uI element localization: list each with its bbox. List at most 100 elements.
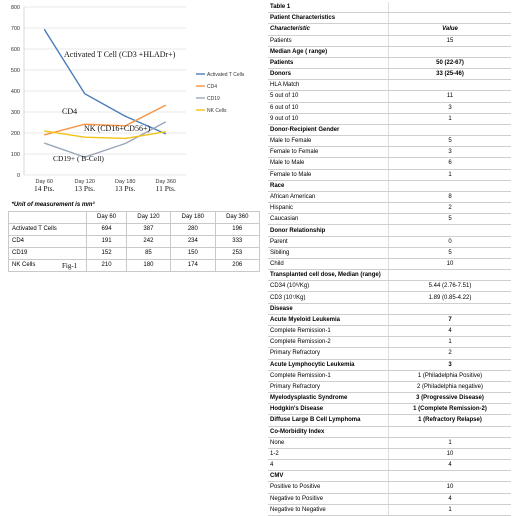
- row-label: Patients: [268, 57, 389, 70]
- table-row: CMV: [268, 470, 511, 483]
- table-row: Sibiling 5: [268, 247, 511, 259]
- row-value: 10: [388, 448, 511, 461]
- row-label: CD3 (10⁷/Kg): [268, 291, 389, 304]
- table-cell: CD4: [7, 234, 88, 248]
- row-value: 1 (Refractory Relapse): [388, 414, 511, 427]
- table-row: Myelodysplastic Syndrome 3 (Progressive D…: [268, 392, 511, 405]
- table-cell: 150: [170, 246, 216, 260]
- table-row: Patient Characteristics: [268, 12, 511, 25]
- row-label: Donors: [268, 68, 389, 81]
- table-row: Hodgkin's Disease 1 (Complete Remission-2…: [268, 403, 511, 416]
- column-header: Day 360: [214, 210, 261, 224]
- table-row: Diffuse Large B Cell Lymphoma 1 (Refracto…: [268, 414, 511, 427]
- row-label: Acute Myeloid Leukemia: [268, 314, 389, 326]
- table-row: Negative to Negative 1: [268, 504, 511, 516]
- y-tick-label: 0: [17, 173, 20, 179]
- x-tick-label: Day 180: [115, 179, 136, 185]
- table-cell: 210: [86, 258, 127, 272]
- chart-legend: Activated T Cells CD4 CD19 NK Cells: [196, 72, 245, 114]
- table-row: Hispanic 2: [268, 202, 511, 215]
- row-label: Sibiling: [268, 247, 389, 259]
- data-point: [165, 133, 167, 135]
- table-row: Male to Male 6: [268, 157, 511, 170]
- row-label: Donor-Recipient Gender: [268, 124, 389, 137]
- patient-count: 13 Pts.: [75, 184, 96, 193]
- row-label: Complete Remission-2: [268, 336, 389, 349]
- table-row: African American 8: [268, 191, 511, 204]
- row-label: Negative to Negative: [268, 504, 389, 516]
- table-row: 6 out of 10 3: [268, 102, 511, 114]
- data-point: [165, 131, 167, 133]
- table-row: Male to Female 5: [268, 135, 511, 148]
- table-row: Characteristic Value: [268, 23, 511, 36]
- legend-label: CD4: [207, 84, 217, 90]
- data-point: [43, 28, 45, 30]
- data-point: [43, 130, 45, 132]
- row-value: 15: [388, 35, 511, 47]
- row-label: Diffuse Large B Cell Lymphoma: [268, 414, 389, 427]
- table-row: Acute Myeloid Leukemia 7: [268, 314, 511, 326]
- table-row: None 1: [268, 437, 511, 449]
- row-label: Positive to Positive: [268, 481, 389, 494]
- row-label: Female to Female: [268, 146, 389, 159]
- annotation-ann-cd19: CD19+ ( B-Cell): [53, 154, 104, 163]
- row-value: 1: [388, 113, 511, 125]
- row-label: Parent: [268, 236, 389, 248]
- table-row: Child 10: [268, 258, 511, 271]
- row-label: Caucasian: [268, 213, 389, 226]
- table-cell: 191: [86, 234, 127, 248]
- table-row: Female to Female 3: [268, 146, 511, 159]
- row-value: 1: [388, 504, 511, 516]
- y-tick-label: 800: [11, 5, 20, 11]
- table-cell: 253: [214, 246, 261, 260]
- row-label: Female to Male: [268, 169, 389, 181]
- table-row: Activated T Cells 694 387 280 196: [7, 222, 261, 236]
- patient-count: 11 Pts.: [156, 184, 176, 193]
- table-cell: 180: [125, 258, 172, 272]
- table-cell: 694: [86, 222, 127, 236]
- data-point: [124, 125, 126, 127]
- table-row: Caucasian 5: [268, 213, 511, 226]
- row-label: 9 out of 10: [268, 113, 389, 125]
- chart-annotations: Activated T Cell (CD3 +HLADr+) CD4 NK (CD1…: [53, 50, 176, 163]
- column-header: Day 60: [86, 210, 127, 224]
- row-value: 6: [388, 157, 511, 170]
- row-value: 0: [388, 236, 511, 248]
- row-value: 4: [388, 459, 511, 472]
- row-label: Primary Refractory: [268, 347, 389, 360]
- patient-count: 14 Pts.: [34, 184, 55, 193]
- row-label: Hispanic: [268, 202, 389, 215]
- data-point: [165, 104, 167, 106]
- row-value: 5: [388, 135, 511, 148]
- row-value: 3: [388, 359, 511, 371]
- table-row: CD3 (10⁷/Kg) 1.89 (0.85-4.22): [268, 291, 511, 304]
- row-label: Myelodysplastic Syndrome: [268, 392, 389, 405]
- table-cell: 85: [125, 246, 172, 260]
- data-point: [124, 138, 126, 139]
- column-header: Day 180: [170, 210, 216, 224]
- data-point: [84, 93, 86, 95]
- patient-count: 13 Pts.: [115, 184, 136, 193]
- x-tick-label: Day 360: [156, 179, 177, 185]
- table-row: HLA Match: [268, 79, 511, 92]
- y-tick-label: 500: [11, 68, 20, 74]
- series-line-1: [44, 104, 167, 136]
- table-row: Complete Remission-1 4: [268, 325, 511, 338]
- table-row: CD34 (10⁶/Kg) 5.44 (2.76-7.51): [268, 280, 511, 293]
- table-cell: CD19: [7, 246, 88, 260]
- row-label: 5 out of 10: [268, 90, 389, 103]
- row-value: Value: [388, 23, 511, 36]
- table-row: Parent 0: [268, 236, 511, 248]
- row-value: 1: [388, 169, 511, 181]
- data-point: [124, 115, 126, 117]
- row-label: 6 out of 10: [268, 102, 389, 114]
- table-cell: 333: [214, 234, 261, 248]
- x-tick-label: Day 60: [36, 179, 53, 185]
- row-value: 1: [388, 437, 511, 449]
- table-cell: 174: [170, 258, 216, 272]
- table-cell: 152: [86, 246, 127, 260]
- table-row: NK Cells 210 180 174 206: [7, 258, 261, 272]
- row-value: 11: [388, 90, 511, 103]
- y-tick-label: 200: [11, 131, 20, 137]
